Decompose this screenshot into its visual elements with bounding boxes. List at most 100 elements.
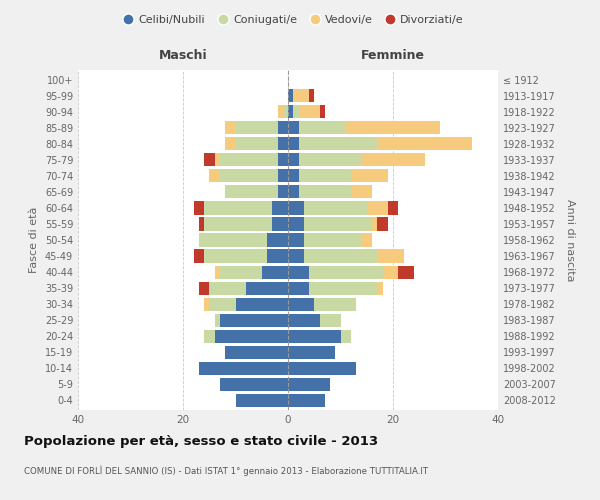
Bar <box>209 170 220 182</box>
Bar <box>267 250 288 262</box>
Bar <box>341 330 351 343</box>
Bar <box>277 121 288 134</box>
Bar <box>314 298 356 310</box>
Bar <box>235 298 288 310</box>
Text: Femmine: Femmine <box>361 49 425 62</box>
Bar <box>220 378 288 391</box>
Text: COMUNE DI FORLÌ DEL SANNIO (IS) - Dati ISTAT 1° gennaio 2013 - Elaborazione TUTT: COMUNE DI FORLÌ DEL SANNIO (IS) - Dati I… <box>24 465 428 475</box>
Bar <box>320 105 325 118</box>
Bar <box>293 105 299 118</box>
Bar <box>220 314 288 327</box>
Bar <box>288 121 299 134</box>
Bar <box>288 218 304 230</box>
Bar <box>204 250 267 262</box>
Bar <box>277 186 288 198</box>
Bar <box>267 234 288 246</box>
Bar <box>288 105 293 118</box>
Bar <box>277 153 288 166</box>
Bar <box>304 234 361 246</box>
Bar <box>225 186 277 198</box>
Bar <box>309 89 314 102</box>
Bar <box>204 298 209 310</box>
Bar <box>304 202 367 214</box>
Bar <box>204 202 272 214</box>
Bar <box>299 170 351 182</box>
Bar <box>288 378 330 391</box>
Bar <box>204 218 272 230</box>
Bar <box>388 202 398 214</box>
Bar <box>246 282 288 294</box>
Bar <box>299 121 346 134</box>
Bar <box>277 105 283 118</box>
Bar <box>225 121 235 134</box>
Bar <box>288 250 304 262</box>
Bar <box>309 266 383 278</box>
Bar <box>398 266 414 278</box>
Bar <box>304 250 377 262</box>
Bar <box>288 362 356 375</box>
Bar <box>288 330 341 343</box>
Bar <box>220 153 277 166</box>
Bar <box>288 202 304 214</box>
Bar <box>215 314 220 327</box>
Bar <box>225 346 288 359</box>
Bar <box>346 121 440 134</box>
Bar <box>288 282 309 294</box>
Bar <box>220 266 262 278</box>
Bar <box>277 137 288 150</box>
Bar <box>193 250 204 262</box>
Bar <box>235 121 277 134</box>
Bar <box>235 137 277 150</box>
Bar <box>288 170 299 182</box>
Bar <box>288 298 314 310</box>
Bar <box>215 266 220 278</box>
Bar <box>361 234 372 246</box>
Bar <box>283 105 288 118</box>
Bar <box>262 266 288 278</box>
Bar <box>299 105 320 118</box>
Bar <box>204 153 215 166</box>
Bar <box>215 330 288 343</box>
Bar <box>377 218 388 230</box>
Bar <box>199 234 267 246</box>
Bar <box>288 394 325 407</box>
Bar <box>209 282 246 294</box>
Y-axis label: Anni di nascita: Anni di nascita <box>565 198 575 281</box>
Bar <box>288 186 299 198</box>
Bar <box>272 202 288 214</box>
Bar <box>383 266 398 278</box>
Bar <box>320 314 341 327</box>
Bar <box>288 89 293 102</box>
Bar <box>277 170 288 182</box>
Bar <box>225 137 235 150</box>
Bar <box>288 137 299 150</box>
Text: Maschi: Maschi <box>158 49 208 62</box>
Bar <box>215 153 220 166</box>
Text: Popolazione per età, sesso e stato civile - 2013: Popolazione per età, sesso e stato civil… <box>24 435 378 448</box>
Bar <box>367 202 388 214</box>
Bar <box>288 266 309 278</box>
Bar <box>209 298 235 310</box>
Bar <box>220 170 277 182</box>
Legend: Celibi/Nubili, Coniugati/e, Vedovi/e, Divorziati/e: Celibi/Nubili, Coniugati/e, Vedovi/e, Di… <box>119 10 469 29</box>
Bar <box>288 346 335 359</box>
Bar <box>288 314 320 327</box>
Y-axis label: Fasce di età: Fasce di età <box>29 207 39 273</box>
Bar <box>288 153 299 166</box>
Bar <box>288 234 304 246</box>
Bar <box>199 362 288 375</box>
Bar <box>377 282 383 294</box>
Bar <box>293 89 309 102</box>
Bar <box>377 137 472 150</box>
Bar <box>193 202 204 214</box>
Bar <box>199 218 204 230</box>
Bar <box>299 153 361 166</box>
Bar <box>299 186 351 198</box>
Bar <box>299 137 377 150</box>
Bar <box>199 282 209 294</box>
Bar <box>361 153 425 166</box>
Bar <box>351 186 372 198</box>
Bar <box>377 250 404 262</box>
Bar <box>304 218 372 230</box>
Bar <box>235 394 288 407</box>
